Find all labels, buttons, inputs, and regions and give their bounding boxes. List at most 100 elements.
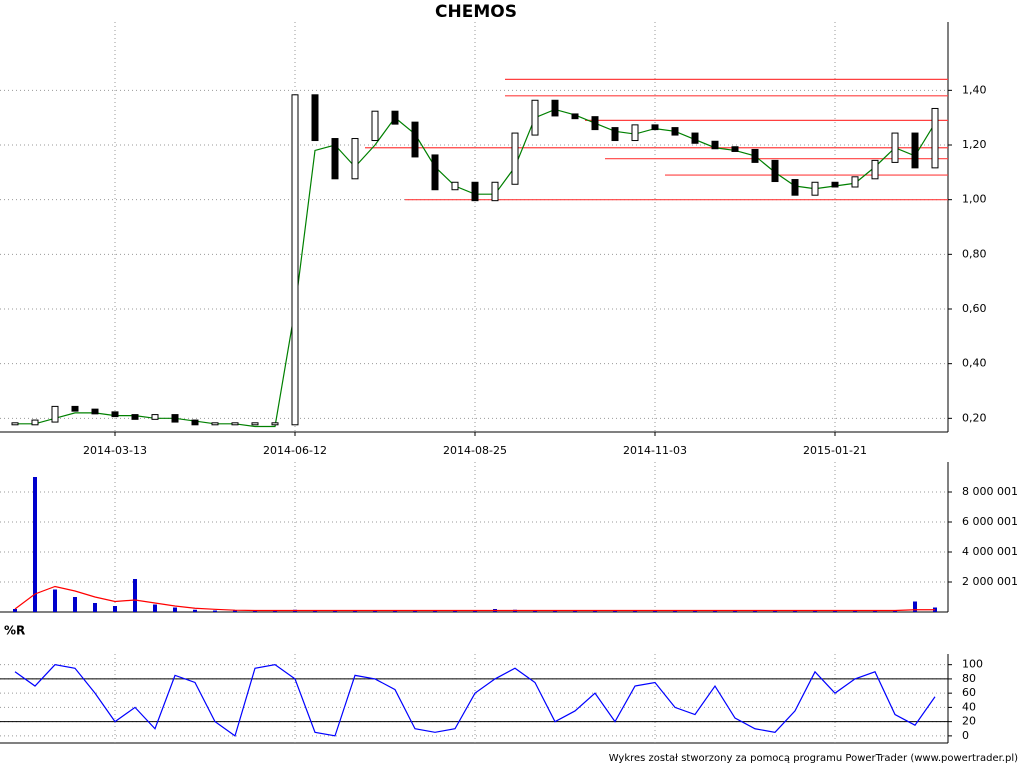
- volume-bar: [133, 579, 137, 612]
- x-tick-label: 2014-11-03: [623, 444, 687, 457]
- volume-bar: [73, 597, 77, 612]
- volume-bar: [93, 603, 97, 612]
- candle: [831, 181, 839, 188]
- candle: [351, 138, 359, 180]
- x-tick-label: 2014-06-12: [263, 444, 327, 457]
- candle: [191, 419, 199, 426]
- candle: [811, 181, 819, 196]
- chart-title: CHEMOS: [435, 2, 517, 22]
- volume-bar: [733, 610, 737, 612]
- panel-title: %R: [4, 624, 25, 638]
- footer: Wykres został stworzony za pomocą progra…: [609, 753, 1018, 764]
- candle: [471, 181, 479, 202]
- candle: [491, 181, 499, 202]
- volume-bar: [353, 610, 357, 612]
- candle: [771, 159, 779, 183]
- volume-bar: [873, 610, 877, 612]
- candle: [31, 419, 39, 426]
- candle: [231, 422, 239, 426]
- volume-bar: [593, 610, 597, 612]
- volume-bar: [913, 601, 917, 612]
- volume-bar: [33, 477, 37, 612]
- candle: [331, 138, 339, 180]
- candle: [711, 140, 719, 150]
- volume-bar: [893, 610, 897, 612]
- volume-bar: [13, 609, 17, 612]
- volume-bar: [433, 610, 437, 612]
- candle: [151, 414, 159, 420]
- volume-bar: [313, 610, 317, 612]
- candle: [911, 132, 919, 169]
- volume-bar: [173, 607, 177, 612]
- candle: [451, 181, 459, 191]
- volume-bar: [113, 606, 117, 612]
- volume-bar: [213, 610, 217, 612]
- y-tick-label: 8 000 001: [962, 485, 1018, 498]
- y-tick-label: 0,60: [962, 302, 987, 315]
- candle: [891, 132, 899, 163]
- candle: [11, 422, 19, 426]
- candle: [791, 179, 799, 196]
- candle: [671, 127, 679, 136]
- candle: [731, 146, 739, 152]
- oscillator-line: [14, 664, 936, 737]
- y-tick-label: 0,80: [962, 247, 987, 260]
- volume-bar: [633, 610, 637, 612]
- volume-bar: [813, 610, 817, 612]
- volume-bar: [573, 610, 577, 612]
- volume-bar: [773, 610, 777, 612]
- volume-bar: [693, 610, 697, 612]
- y-tick-label: 6 000 001: [962, 515, 1018, 528]
- candle: [431, 154, 439, 191]
- y-tick-label: 80: [962, 672, 976, 685]
- volume-bar: [333, 610, 337, 612]
- volume-bar: [273, 610, 277, 612]
- candle: [411, 121, 419, 158]
- candle: [371, 110, 379, 142]
- volume-bar: [153, 604, 157, 612]
- y-tick-label: 4 000 001: [962, 545, 1018, 558]
- volume-bar: [753, 610, 757, 612]
- volume-bar: [413, 610, 417, 612]
- x-tick-label: 2015-01-21: [803, 444, 867, 457]
- candle: [311, 94, 319, 142]
- candle: [171, 414, 179, 423]
- volume-bar: [233, 610, 237, 612]
- volume-bar: [473, 610, 477, 612]
- candle: [251, 422, 259, 426]
- volume-bar: [793, 610, 797, 612]
- candle: [91, 408, 99, 415]
- candle: [631, 124, 639, 142]
- candle: [391, 110, 399, 125]
- volume-bar: [833, 610, 837, 612]
- candle: [691, 132, 699, 144]
- y-tick-label: 1,00: [962, 193, 987, 206]
- candle: [71, 405, 79, 412]
- y-tick-label: 0: [962, 729, 969, 742]
- candle: [551, 99, 559, 117]
- volume-average: [14, 585, 935, 612]
- volume-bar: [53, 589, 57, 612]
- candle: [651, 124, 659, 131]
- volume-bar: [853, 610, 857, 612]
- volume-bar: [393, 610, 397, 612]
- candle: [851, 176, 859, 188]
- candle: [211, 422, 219, 426]
- volume-bar: [453, 610, 457, 612]
- y-tick-label: 60: [962, 686, 976, 699]
- y-tick-label: 2 000 001: [962, 575, 1018, 588]
- candle: [51, 405, 59, 423]
- volume-bar: [253, 610, 257, 612]
- x-tick-label: 2014-03-13: [83, 444, 147, 457]
- candle: [271, 422, 279, 426]
- candle: [751, 148, 759, 163]
- y-tick-label: 1,20: [962, 138, 987, 151]
- candle: [571, 113, 579, 120]
- volume-bar: [553, 610, 557, 612]
- candle: [611, 127, 619, 142]
- y-tick-label: 0,20: [962, 411, 987, 424]
- candle: [291, 94, 299, 426]
- candle: [871, 159, 879, 180]
- volume-bar: [373, 610, 377, 612]
